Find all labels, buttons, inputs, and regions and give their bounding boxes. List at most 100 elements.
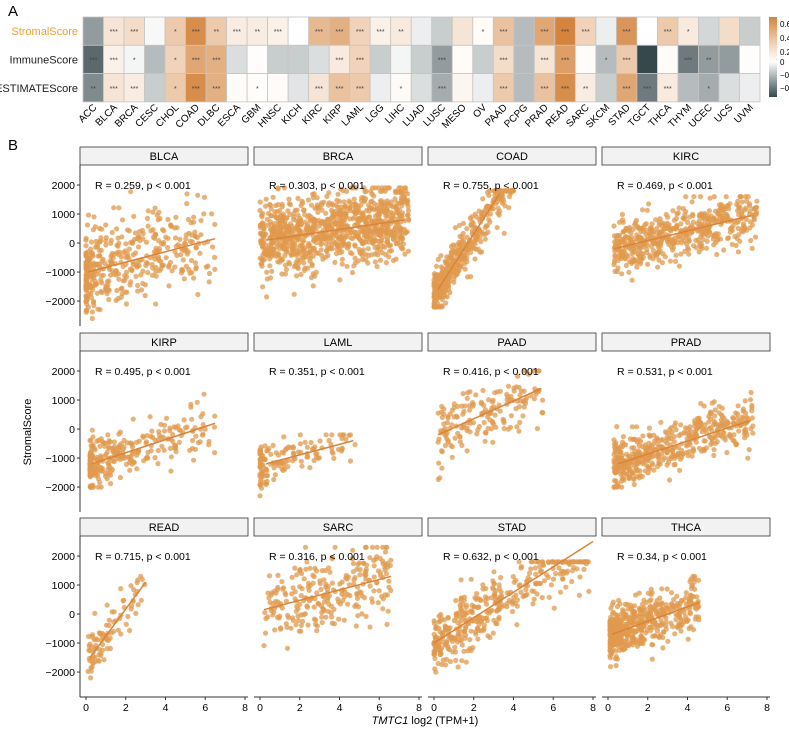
data-point <box>740 221 747 227</box>
data-point <box>629 260 635 266</box>
data-point <box>639 613 645 619</box>
data-point <box>657 602 663 608</box>
data-point <box>268 275 274 281</box>
x-tick-label: 0 <box>83 702 89 714</box>
data-point <box>531 596 537 602</box>
data-point <box>185 216 192 223</box>
data-point <box>200 422 206 428</box>
data-point <box>98 454 104 460</box>
data-point <box>688 624 694 630</box>
data-point <box>735 208 741 214</box>
data-point <box>135 259 141 265</box>
data-point <box>673 616 679 623</box>
data-point <box>339 256 345 262</box>
data-point <box>557 589 564 595</box>
data-point <box>127 440 133 446</box>
data-point <box>133 610 139 617</box>
data-point <box>371 588 377 594</box>
data-point <box>327 233 333 239</box>
data-point <box>492 390 498 396</box>
data-point <box>360 211 366 217</box>
data-point <box>314 628 320 634</box>
data-point <box>92 278 98 284</box>
data-point <box>163 415 170 421</box>
significance-stars: *** <box>499 86 507 93</box>
data-point <box>680 597 686 604</box>
data-point <box>614 468 621 474</box>
data-point <box>95 253 101 259</box>
data-point <box>166 283 172 289</box>
data-point <box>172 235 179 241</box>
data-point <box>376 231 382 238</box>
data-point <box>268 451 274 457</box>
data-point <box>334 197 340 203</box>
data-point <box>96 658 102 664</box>
colorbar-tick-label: −0.2 <box>780 71 789 80</box>
data-point <box>646 615 653 621</box>
data-point <box>438 611 444 618</box>
data-point <box>640 617 646 624</box>
data-point <box>315 601 322 607</box>
data-point <box>653 602 659 608</box>
data-point <box>120 446 126 452</box>
data-point <box>650 453 656 459</box>
data-point <box>464 428 470 434</box>
significance-stars: *** <box>438 57 446 64</box>
data-point <box>735 218 742 224</box>
data-point <box>432 274 439 280</box>
data-point <box>577 574 583 580</box>
data-point <box>723 194 729 200</box>
data-point <box>435 439 441 445</box>
data-point <box>494 607 500 613</box>
data-point <box>83 250 89 256</box>
facet-title: KIRC <box>673 151 699 163</box>
data-point <box>447 658 453 665</box>
data-point <box>623 631 629 637</box>
regression-line <box>263 575 392 611</box>
data-point <box>183 236 189 242</box>
data-point <box>354 217 360 223</box>
data-point <box>257 199 263 205</box>
data-point <box>191 214 197 220</box>
data-point <box>83 298 89 305</box>
heatmap-cell <box>513 44 535 74</box>
data-point <box>698 241 704 247</box>
data-point <box>463 604 469 611</box>
data-point <box>163 255 169 261</box>
data-point <box>333 212 339 218</box>
significance-stars: *** <box>212 57 220 64</box>
data-point <box>273 244 279 250</box>
data-point <box>452 644 458 650</box>
y-tick-label: 0 <box>69 238 75 250</box>
data-point <box>629 445 635 451</box>
significance-stars: *** <box>315 86 323 93</box>
data-point <box>360 240 366 246</box>
data-point <box>332 221 338 227</box>
data-point <box>150 209 156 215</box>
data-point <box>103 238 109 244</box>
data-point <box>108 240 114 246</box>
data-point <box>749 404 755 411</box>
data-point <box>329 201 335 207</box>
data-point <box>88 675 94 681</box>
data-point <box>123 621 129 628</box>
data-point <box>608 650 615 656</box>
data-point <box>289 591 295 597</box>
data-point <box>339 579 345 585</box>
data-point <box>748 426 754 432</box>
data-point <box>636 443 642 449</box>
data-point <box>134 466 140 472</box>
data-point <box>152 205 158 211</box>
data-point <box>442 443 448 449</box>
x-tick-label: 6 <box>376 702 382 714</box>
data-point <box>398 185 404 191</box>
data-point <box>432 286 438 292</box>
data-point <box>347 432 353 438</box>
data-point <box>108 468 114 474</box>
data-point <box>468 576 474 582</box>
data-point <box>644 227 650 233</box>
data-point <box>685 235 692 241</box>
data-point <box>449 422 455 428</box>
data-point <box>481 419 487 426</box>
data-point <box>380 544 386 550</box>
